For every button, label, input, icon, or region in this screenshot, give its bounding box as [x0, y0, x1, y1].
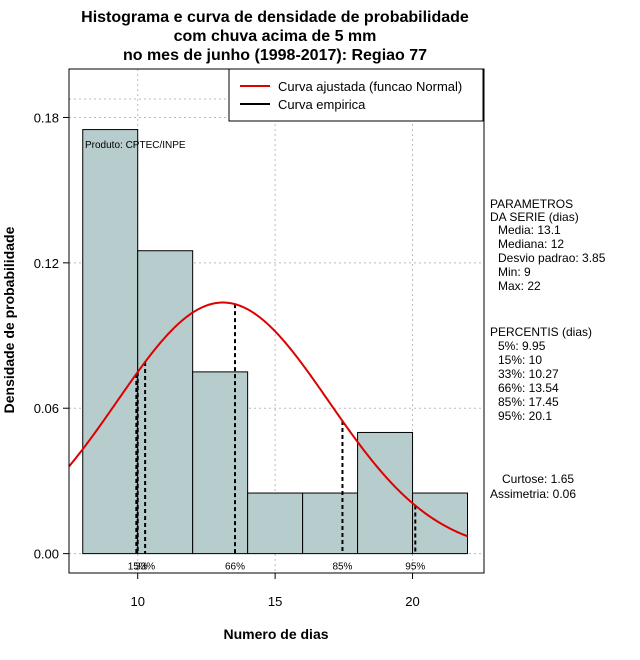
x-tick-label-2: 20 — [405, 594, 419, 609]
y-axis-title: Densidade de probabilidade — [1, 226, 17, 413]
percentis-p15: 15%: 10 — [498, 353, 542, 367]
percentis-p33: 33%: 10.27 — [498, 367, 559, 381]
percentis-p85: 85%: 17.45 — [498, 395, 559, 409]
stats-assimetria: Assimetria: 0.06 — [490, 487, 576, 501]
percentis-heading: PERCENTIS (dias) — [490, 325, 592, 339]
legend-label-empirical: Curva empirica — [278, 97, 366, 112]
params-max: Max: 22 — [498, 279, 541, 293]
axes: 10 15 20 0.00 0.06 0.12 0.18 — [34, 110, 420, 609]
params-heading: PARAMETROS — [490, 197, 573, 211]
chart-title-line-3: no mes de junho (1998-2017): Regiao 77 — [123, 47, 427, 64]
params-min: Min: 9 — [498, 265, 531, 279]
histogram-bar-4 — [302, 492, 359, 555]
params-panel: PARAMETROS DA SERIE (dias) Media: 13.1 M… — [490, 197, 606, 293]
histogram-bar-2 — [192, 371, 249, 555]
annotation-product: Produto: CPTEC/INPE — [85, 140, 186, 151]
params-desvio: Desvio padrao: 3.85 — [498, 251, 606, 265]
stats-panel: Curtose: 1.65 Assimetria: 0.06 — [490, 472, 576, 501]
histogram-bar-1 — [137, 250, 194, 555]
x-tick-label-0: 10 — [130, 594, 144, 609]
normal-curve-path — [68, 301, 468, 538]
percentile-label-4: 85% — [332, 562, 352, 573]
percentile-label-2: 33% — [135, 562, 155, 573]
stats-curtose: Curtose: 1.65 — [502, 472, 574, 486]
percentile-lines: 15%33% 66% 85% 95% — [128, 304, 425, 573]
percentis-p66: 66%: 13.54 — [498, 381, 559, 395]
legend: Curva ajustada (funcao Normal) Curva emp… — [228, 68, 484, 122]
percentile-label-3: 66% — [225, 562, 245, 573]
y-tick-label-1: 0.06 — [34, 401, 59, 416]
histogram-bars — [82, 129, 469, 555]
y-tick-label-2: 0.12 — [34, 256, 59, 271]
chart-title-line-1: Histograma e curva de densidade de proba… — [81, 9, 469, 26]
params-media: Media: 13.1 — [498, 223, 561, 237]
histogram-bar-0 — [82, 129, 139, 555]
histogram-bar-5 — [357, 431, 414, 555]
params-subheading: DA SERIE (dias) — [490, 210, 579, 224]
chart-title-line-2: com chuva acima de 5 mm — [174, 28, 377, 45]
legend-label-normal: Curva ajustada (funcao Normal) — [278, 79, 462, 94]
percentile-label-5: 95% — [405, 562, 425, 573]
legend-box — [228, 68, 484, 122]
params-mediana: Mediana: 12 — [498, 237, 564, 251]
histogram-bar-3 — [247, 492, 304, 555]
normal-curve — [68, 301, 468, 538]
x-tick-label-1: 15 — [268, 594, 282, 609]
percentis-p95: 95%: 20.1 — [498, 409, 552, 423]
percentis-p5: 5%: 9.95 — [498, 339, 546, 353]
y-tick-label-3: 0.18 — [34, 110, 59, 125]
y-tick-label-0: 0.00 — [34, 547, 59, 562]
percentile-label-1: 15% — [128, 562, 148, 573]
x-axis-title: Numero de dias — [223, 626, 328, 642]
percentis-panel: PERCENTIS (dias) 5%: 9.95 15%: 10 33%: 1… — [490, 325, 592, 423]
